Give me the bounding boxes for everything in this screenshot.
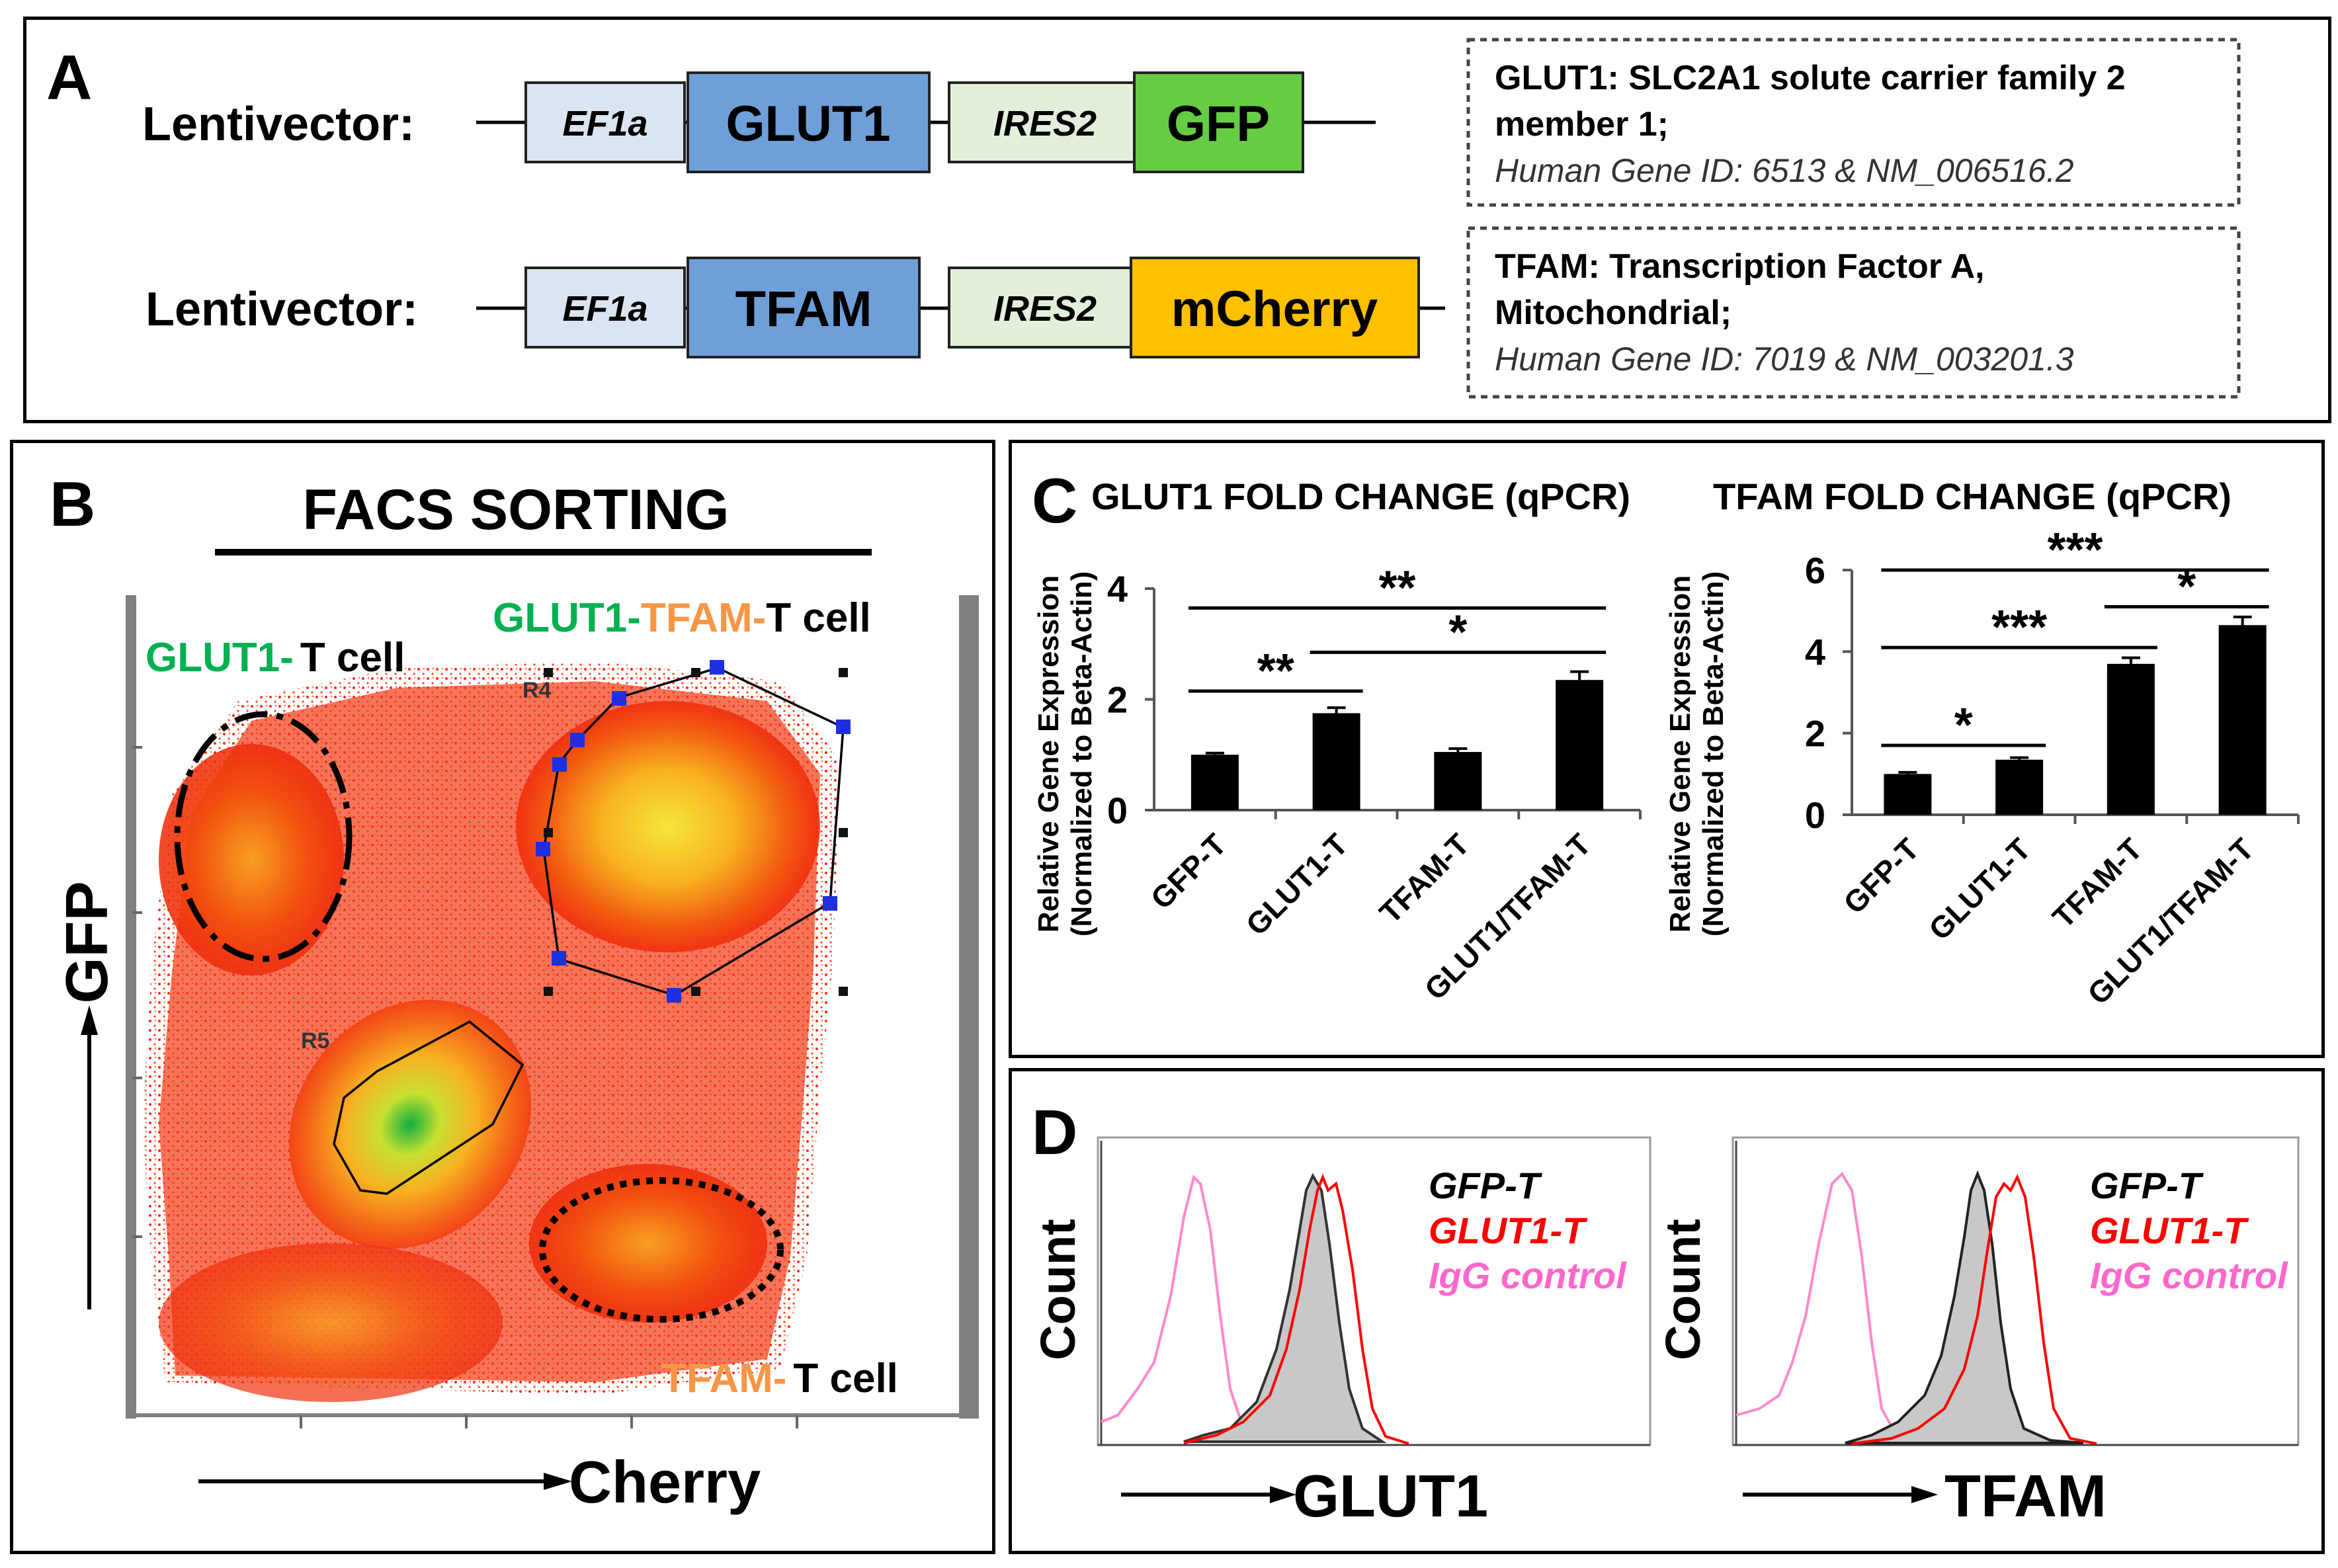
pop-double-blob [516,701,820,952]
row2-info-title-1: TFAM: Transcription Factor A, [1495,247,1985,286]
glut1-ytick-label: 0 [1107,790,1128,831]
gate-tfam-ellipse[interactable] [539,1177,784,1323]
panel-a-svg: A Lentivector: EF1a GLUT1 IRES2 GFP GLUT… [46,38,2241,399]
glut1-sig-label-2: ** [1378,561,1415,614]
tfam-category-label-0: GFP-T [1837,831,1925,920]
gate-r4-polygon[interactable] [542,667,845,997]
row2-ires: IRES2 [993,289,1097,329]
row1-info-title-1: GLUT1: SLC2A1 solute carrier family 2 [1495,59,2126,97]
row1-reporter: GFP [1167,96,1270,152]
gate-r5-label: R5 [301,1028,329,1053]
glut1-bar-3 [1556,680,1604,810]
panel-c-letter: C [1032,466,1077,536]
glut1-ylabel-1: Relative Gene Expression [1032,575,1065,932]
glut1-qpcr-chart: GLUT1 FOLD CHANGE (qPCR) Relative Gene E… [1032,475,1642,1007]
row2-promoter: EF1a [562,289,647,329]
pop-center-blob [289,999,531,1249]
glut1-ylabel-2: (Normalized to Beta-Actin) [1065,571,1098,936]
facs-y-arrowhead [81,1005,98,1035]
pop-glut1-blob [159,744,344,975]
row1-ires: IRES2 [993,104,1097,144]
row2-promoter-box [524,267,686,349]
row1-promoter: EF1a [562,104,647,144]
glut1-category-label-1: GLUT1-T [1239,827,1355,942]
gate-r4-handles[interactable] [536,660,851,1003]
facs-right-bar [959,595,979,1419]
glut1-ytick-label: 4 [1107,568,1128,610]
tfam-bar-1 [1995,759,2044,815]
facs-title: FACS SORTING [302,478,729,542]
row1-info-id: Human Gene ID: 6513 & NM_006516.2 [1495,152,2074,189]
tfam-sig-label-0: * [1954,699,1973,752]
tfam-chart-title: TFAM FOLD CHANGE (qPCR) [1713,475,2232,517]
tfam-category-label-1: GLUT1-T [1922,831,2037,946]
tfam-bar-2 [2107,663,2155,815]
row1-info-title-2: member 1; [1495,105,1669,144]
tfam-ytick-label: 2 [1805,713,1825,755]
row1-reporter-box [1133,71,1304,173]
row1-gene: GLUT1 [726,96,890,152]
tfam-ylabel-2: (Normalized to Beta-Actin) [1697,571,1730,936]
label-double-t-cell: GLUT1-TFAM-T cell [493,595,871,641]
panel-c [1009,440,2325,1058]
row1-label: Lentivector: [142,98,415,151]
tfam-qpcr-chart: TFAM FOLD CHANGE (qPCR) Relative Gene Ex… [1664,475,2300,1011]
panel-b-svg: B FACS SORTING R4 R5 GLUT1- T cell [50,469,982,1516]
glut1-bar-1 [1312,713,1360,810]
row1-ires-box [948,81,1142,163]
gate-glut1-ellipse[interactable] [174,711,353,962]
pop-low-blob [159,1243,503,1402]
pop-tfam-blob [529,1164,767,1323]
panel-a-letter: A [46,42,92,113]
glut1-chart-title: GLUT1 FOLD CHANGE (qPCR) [1091,475,1630,517]
gate-r5-polygon[interactable] [333,1020,524,1195]
row2-info-title-2: Mitochondrial; [1495,294,1732,332]
tfam-sig-label-3: *** [2047,524,2103,577]
gate-r4-corner-marks [544,668,848,996]
facs-y-axis-bar [126,595,136,1419]
construct-row-2: Lentivector: EF1a TFAM IRES2 mCherry TFA… [146,226,2241,399]
row2-gene: TFAM [735,281,872,337]
panel-d [1009,1068,2325,1554]
facs-y-ticks [132,746,142,1238]
tfam-bar-3 [2218,625,2267,815]
tfam-ytick-label: 0 [1805,794,1825,836]
tfam-sig-label-1: *** [1991,601,2047,654]
tfam-ylabel-1: Relative Gene Expression [1664,575,1696,932]
tfam-ytick-label: 6 [1805,550,1825,591]
facs-x-arrowhead [544,1473,572,1490]
row2-label: Lentivector: [146,283,418,336]
tfam-ytick-label: 4 [1805,631,1825,673]
glut1-bar-0 [1190,755,1239,810]
tfam-category-label-2: TFAM-T [2046,831,2149,934]
glut1-category-label-2: TFAM-T [1372,827,1476,930]
glut1-sig-label-1: * [1448,606,1467,659]
panel-b-letter: B [50,469,95,540]
facs-x-label: Cherry [569,1450,761,1516]
glut1-ytick-label: 2 [1107,679,1128,721]
row2-gene-box [687,257,921,358]
gate-r4-label: R4 [522,678,552,703]
glut1-sig-label-0: ** [1257,645,1294,698]
glut1-category-label-0: GFP-T [1144,827,1233,915]
row2-reporter: mCherry [1171,281,1378,337]
label-tfam-t-cell: TFAM- T cell [661,1356,898,1401]
construct-row-1: Lentivector: EF1a GLUT1 IRES2 GFP GLUT1:… [142,38,2241,207]
row1-promoter-box [524,81,686,163]
facs-x-ticks [300,1415,798,1428]
row2-info-id: Human Gene ID: 7019 & NM_003201.3 [1495,341,2074,378]
row2-info-box [1466,226,2241,399]
facs-y-label: GFP [54,881,120,1003]
label-glut1-t-cell: GLUT1- T cell [146,635,405,681]
glut1-bar-2 [1434,752,1482,810]
row1-info-box [1466,38,2241,207]
row2-reporter-box [1130,257,1420,358]
tfam-bar-0 [1884,774,1932,815]
row1-gene-box [687,71,931,173]
panel-c-svg: C GLUT1 FOLD CHANGE (qPCR) Relative Gene… [1032,466,2300,1011]
